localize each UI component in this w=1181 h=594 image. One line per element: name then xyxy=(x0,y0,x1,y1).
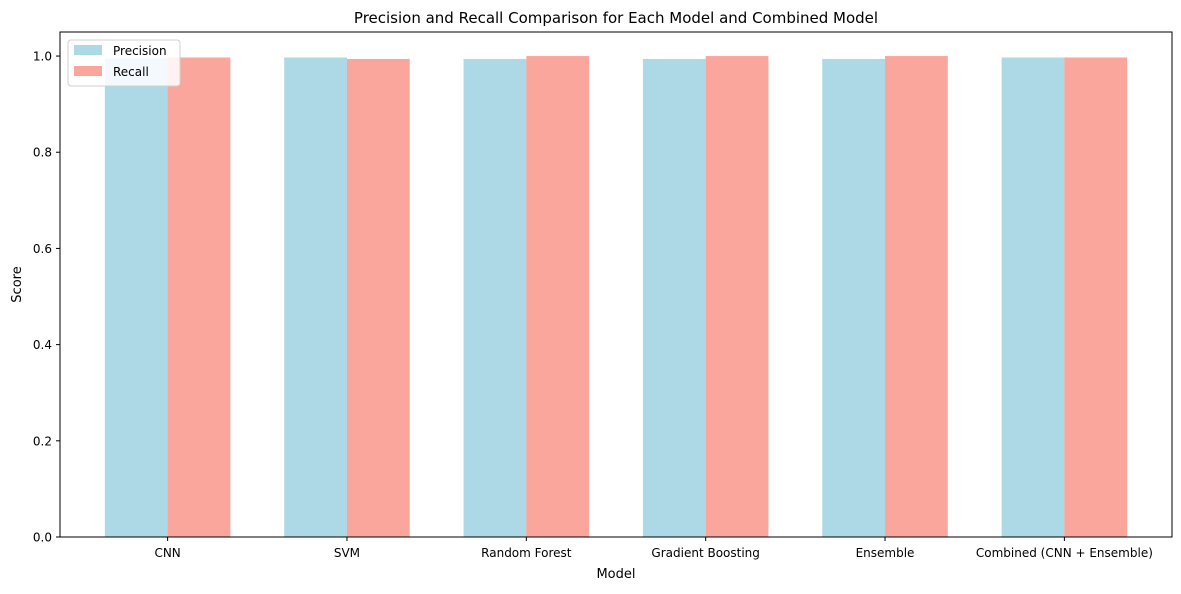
bar-recall-2 xyxy=(526,56,590,538)
bar-precision-4 xyxy=(822,58,886,538)
x-tick-label: Combined (CNN + Ensemble) xyxy=(976,546,1153,560)
bar-recall-5 xyxy=(1064,57,1128,538)
legend-label-precision: Precision xyxy=(113,44,167,58)
x-axis-label: Model xyxy=(596,567,635,582)
bar-recall-0 xyxy=(167,57,231,538)
y-tick-label: 0.6 xyxy=(33,242,52,256)
legend: Precision Recall xyxy=(67,39,181,87)
x-tick-label: Gradient Boosting xyxy=(651,546,759,560)
x-tick-label: Ensemble xyxy=(856,546,915,560)
bar-precision-3 xyxy=(642,58,706,538)
legend-swatch-precision xyxy=(74,45,102,55)
y-tick-label: 1.0 xyxy=(33,50,52,64)
y-axis: 0.0 0.2 0.4 0.6 0.8 1.0 xyxy=(33,50,60,545)
y-tick-label: 0.2 xyxy=(33,434,52,448)
bar-precision-1 xyxy=(284,57,347,538)
x-tick-label: SVM xyxy=(334,546,360,560)
x-axis: CNN SVM Random Forest Gradient Boosting Ense… xyxy=(154,537,1153,560)
x-tick-label: CNN xyxy=(154,546,180,560)
bars-layer xyxy=(104,56,1128,538)
chart-title: Precision and Recall Comparison for Each… xyxy=(354,9,878,27)
bar-recall-3 xyxy=(705,56,769,538)
bar-recall-4 xyxy=(885,56,948,538)
bar-recall-1 xyxy=(346,58,410,538)
plot-frame xyxy=(59,31,1173,538)
bar-precision-0 xyxy=(104,58,168,537)
y-tick-label: 0.8 xyxy=(33,146,52,160)
y-tick-label: 0.4 xyxy=(33,338,52,352)
y-axis-label: Score xyxy=(10,266,25,302)
legend-label-recall: Recall xyxy=(113,65,149,79)
legend-swatch-recall xyxy=(74,66,102,76)
bar-precision-2 xyxy=(463,58,527,538)
x-tick-label: Random Forest xyxy=(481,546,572,560)
bar-precision-5 xyxy=(1001,57,1065,538)
y-tick-label: 0.0 xyxy=(33,531,52,545)
